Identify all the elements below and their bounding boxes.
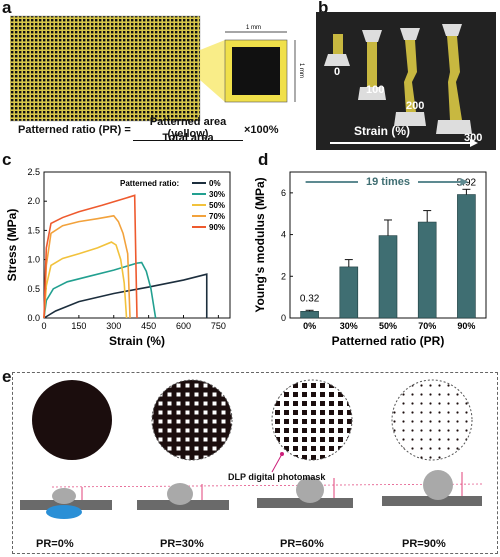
y-tick-label: 2.5 xyxy=(27,167,40,177)
value-label-first: 0.32 xyxy=(300,293,320,304)
y-tick-label: 2.0 xyxy=(27,196,40,206)
pr-label-0: PR=0% xyxy=(36,538,74,550)
bar-90% xyxy=(457,194,476,319)
panel-a-figure: 1 mm 1 mm xyxy=(10,15,304,122)
strain-300-label: 300 xyxy=(464,132,483,144)
panel-e-label: e xyxy=(2,367,12,386)
pr-label-60: PR=60% xyxy=(280,538,324,550)
y-tick-label: 0 xyxy=(281,313,286,323)
strain-200-label: 200 xyxy=(406,100,425,112)
legend-label-0%: 0% xyxy=(209,179,221,188)
y-tick-label: 0.0 xyxy=(27,313,40,323)
series-line-70% xyxy=(43,214,131,319)
strain-100-label: 100 xyxy=(366,84,385,96)
legend-label-30%: 30% xyxy=(209,190,225,199)
bar-0% xyxy=(300,311,319,319)
strain-axis-label: Strain (%) xyxy=(354,124,411,138)
strain-0-label: 0 xyxy=(334,66,341,78)
fold-arrowhead xyxy=(460,178,469,186)
x-tick-label: 30% xyxy=(340,321,358,331)
pr-label-30: PR=30% xyxy=(160,538,204,550)
x-axis-label: Patterned ratio (PR) xyxy=(332,334,445,348)
y-tick-label: 6 xyxy=(281,188,286,198)
bar-30% xyxy=(339,266,359,319)
y-tick-label: 1.5 xyxy=(27,225,40,235)
stress-strain-chart: 0 150 300 450 600 750 0.0 0.5 1.0 1.5 2.0 2.5 Strain… xyxy=(5,167,231,348)
photomask-label: DLP digital photomask xyxy=(228,472,326,482)
bar-70% xyxy=(417,221,437,319)
series-line-90% xyxy=(43,194,138,319)
y-tick-label: 4 xyxy=(281,230,286,240)
fold-annotation: 19 times xyxy=(366,176,410,188)
panel-d-label: d xyxy=(258,150,269,169)
panel-b-label: b xyxy=(318,0,329,17)
x-tick-label: 150 xyxy=(71,321,86,331)
mask-pr0 xyxy=(32,380,112,460)
strain-arrow xyxy=(330,139,478,147)
scale-label-top: 1 mm xyxy=(246,25,261,31)
formula-lhs: Patterned ratio (PR) = xyxy=(18,124,131,136)
patterned-film xyxy=(10,15,201,122)
panel-e-frame xyxy=(12,372,498,554)
legend-label-90%: 90% xyxy=(209,223,225,232)
y-tick-label: 1.0 xyxy=(27,255,40,265)
x-tick-label: 600 xyxy=(176,321,191,331)
formula-denominator: Total area xyxy=(162,132,214,144)
y-axis-label: Stress (MPa) xyxy=(5,209,19,282)
droplet-photos xyxy=(20,470,483,519)
scale-label-side: 1 mm xyxy=(298,63,304,78)
legend-label-50%: 50% xyxy=(209,201,225,210)
x-tick-label: 70% xyxy=(418,321,436,331)
annotation-bg xyxy=(358,175,418,188)
photomask-figure xyxy=(20,379,483,519)
x-tick-label: 90% xyxy=(457,321,475,331)
y-tick-label: 0.5 xyxy=(27,284,40,294)
x-tick-label: 0% xyxy=(303,321,316,331)
x-tick-label: 50% xyxy=(379,321,397,331)
formula-multiplier: ×100% xyxy=(244,124,279,136)
panel-c-label: c xyxy=(2,150,12,169)
x-axis-label: Strain (%) xyxy=(109,334,165,348)
x-tick-label: 450 xyxy=(141,321,156,331)
bar-50% xyxy=(378,235,398,319)
panel-a-label: a xyxy=(2,0,12,17)
formula-numerator: Patterned area (yellow) xyxy=(133,116,243,141)
series-line-50% xyxy=(43,241,128,319)
y-tick-label: 2 xyxy=(281,271,286,281)
legend-label-70%: 70% xyxy=(209,212,225,221)
pr-label-90: PR=90% xyxy=(402,538,446,550)
zoom-connector xyxy=(200,40,225,102)
strain-photo: 0 100 200 300 Strain (%) xyxy=(316,12,496,150)
legend-title: Patterned ratio: xyxy=(120,179,179,188)
series-line-0% xyxy=(43,273,208,319)
mask-pr90 xyxy=(391,379,473,461)
x-tick-label: 300 xyxy=(106,321,121,331)
x-tick-label: 0 xyxy=(41,321,46,331)
x-tick-label: 750 xyxy=(211,321,226,331)
y-axis-label: Young's modulus (MPa) xyxy=(253,177,267,312)
mask-pr30 xyxy=(151,379,233,461)
mask-pr60 xyxy=(271,379,353,461)
series-line-30% xyxy=(43,261,157,319)
